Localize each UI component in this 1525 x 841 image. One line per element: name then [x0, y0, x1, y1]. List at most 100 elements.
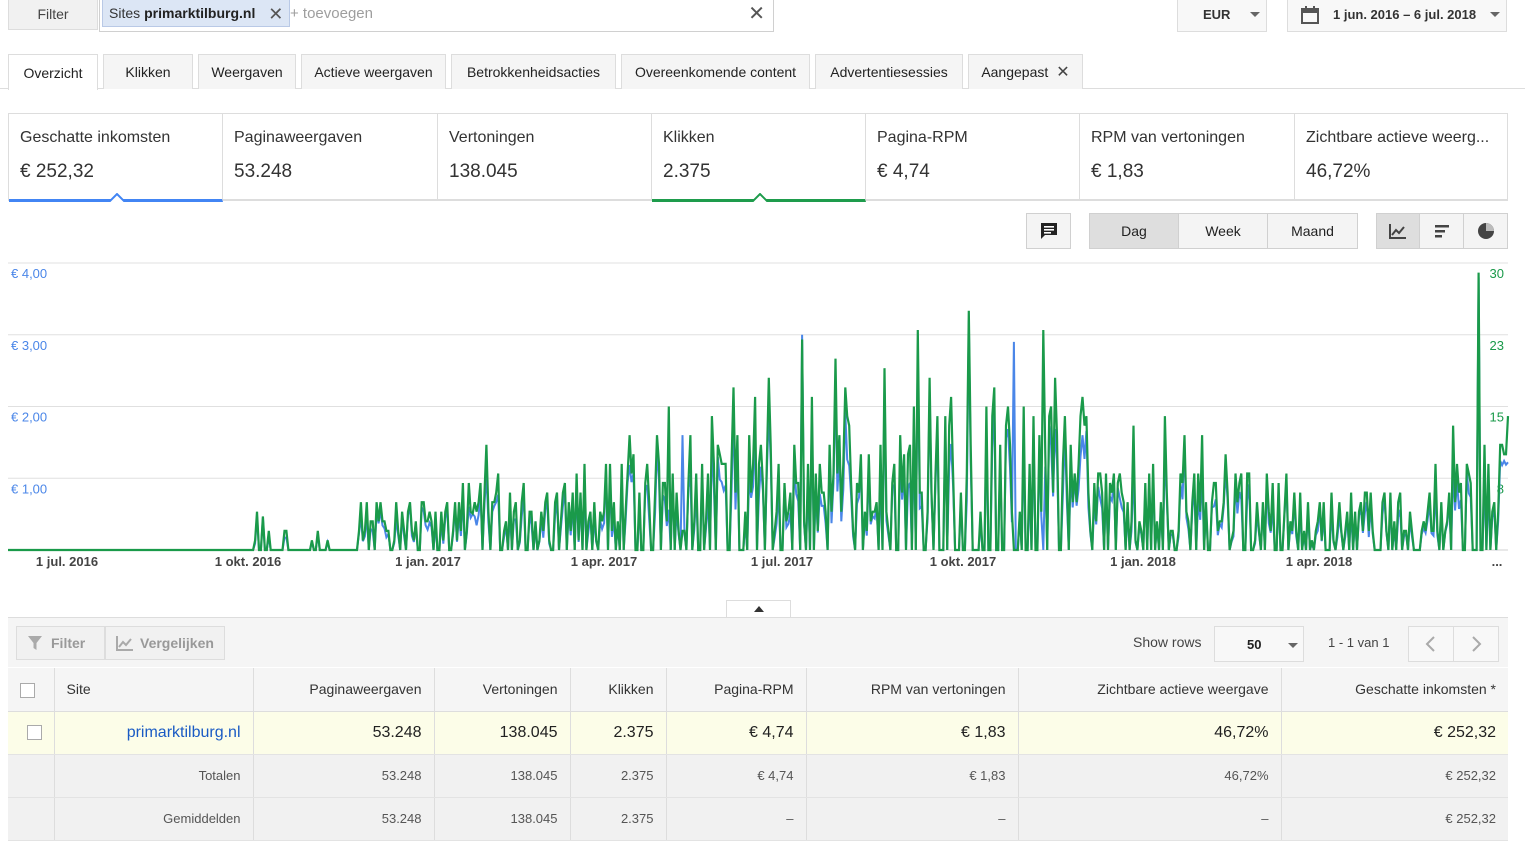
metric-label: RPM van vertoningen — [1091, 129, 1245, 146]
row-checkbox-cell[interactable] — [8, 711, 55, 755]
x-tick-label: 1 jul. 2017 — [751, 554, 813, 569]
tab-klikken[interactable]: Klikken — [103, 54, 193, 89]
column-header-vertoningen[interactable]: Vertoningen — [434, 668, 571, 712]
bar-chart-button[interactable] — [1419, 213, 1464, 249]
x-tick-label: 1 okt. 2017 — [930, 554, 997, 569]
x-tick-label: ... — [1492, 554, 1503, 569]
column-header-paginaweergaven[interactable]: Paginaweergaven — [253, 668, 435, 712]
x-tick-label: 1 apr. 2017 — [571, 554, 638, 569]
filter-button[interactable]: Filter — [8, 0, 98, 30]
metric-value: € 252,32 — [20, 161, 94, 182]
date-range-picker[interactable]: 1 jun. 2016 – 6 jul. 2018 — [1287, 0, 1507, 32]
pie-chart-button[interactable] — [1463, 213, 1508, 249]
select-all-checkbox-cell[interactable] — [8, 668, 55, 712]
previous-page-button[interactable] — [1408, 626, 1454, 662]
tab-advertentiesessies[interactable]: Advertentiesessies — [815, 54, 963, 89]
table-row: primarktilburg.nl 53.248 138.045 2.375 €… — [8, 711, 1508, 755]
column-header-site[interactable]: Site — [54, 668, 254, 712]
column-header-pagina-rpm[interactable]: Pagina-RPM — [666, 668, 807, 712]
column-header-geschatte-inkomsten[interactable]: Geschatte inkomsten * — [1281, 668, 1508, 712]
comment-icon — [1040, 223, 1057, 239]
metric-label: Pagina-RPM — [877, 129, 968, 146]
date-range-text: 1 jun. 2016 – 6 jul. 2018 — [1333, 7, 1477, 22]
y-left-tick-label: € 2,00 — [11, 410, 47, 425]
averages-row: Gemiddelden 53.248 138.045 2.375 – – – €… — [8, 797, 1508, 841]
total-zichtbare-actieve-weergave: 46,72% — [1018, 754, 1282, 798]
metric-value: 138.045 — [449, 161, 518, 182]
tab-weergaven[interactable]: Weergaven — [198, 54, 296, 89]
period-month-button[interactable]: Maand — [1267, 213, 1358, 249]
collapse-chart-handle[interactable] — [726, 600, 791, 617]
tab-overeenkomende-content[interactable]: Overeenkomende content — [621, 54, 810, 89]
chevron-down-icon — [1288, 643, 1298, 648]
column-header-rpm-vertoningen[interactable]: RPM van vertoningen — [806, 668, 1019, 712]
x-tick-label: 1 jul. 2016 — [36, 554, 98, 569]
line-chart-icon — [1389, 224, 1406, 239]
column-header-zichtbare-actieve-weergave[interactable]: Zichtbare actieve weergave — [1018, 668, 1282, 712]
x-tick-label: 1 okt. 2016 — [215, 554, 282, 569]
metric-label: Vertoningen — [449, 129, 535, 146]
annotations-button[interactable] — [1026, 213, 1071, 249]
column-header-klikken[interactable]: Klikken — [570, 668, 667, 712]
metric-label: Paginaweergaven — [234, 129, 363, 146]
performance-line-chart[interactable]: € 4,00 € 3,00 € 2,00 € 1,00 30 23 15 8 1 jul. … — [0, 255, 1525, 575]
metric-card-vertoningen[interactable]: Vertoningen 138.045 — [438, 114, 652, 200]
tab-actieve-weergaven[interactable]: Actieve weergaven — [301, 54, 446, 89]
avg-rpm-vertoningen: – — [806, 797, 1019, 841]
table-filter-button[interactable]: Filter — [16, 626, 105, 660]
metric-label: Zichtbare actieve weerg... — [1306, 129, 1490, 146]
line-chart-button[interactable] — [1376, 213, 1420, 249]
total-rpm-vertoningen: € 1,83 — [806, 754, 1019, 798]
currency-select[interactable]: EUR — [1177, 0, 1267, 32]
tab-aangepast[interactable]: Aangepast ✕ — [968, 54, 1083, 89]
chevron-left-icon — [1425, 636, 1435, 652]
y-left-tick-label: € 3,00 — [11, 338, 47, 353]
y-right-tick-label: 30 — [1490, 266, 1504, 281]
show-rows-label: Show rows — [1133, 634, 1202, 650]
metric-value: 2.375 — [663, 161, 711, 182]
metric-cards: Geschatte inkomsten € 252,32 Paginaweerg… — [8, 113, 1508, 202]
metric-card-geschatte-inkomsten[interactable]: Geschatte inkomsten € 252,32 — [9, 114, 223, 202]
cell-vertoningen: 138.045 — [434, 711, 571, 755]
site-link[interactable]: primarktilburg.nl — [126, 723, 241, 741]
y-right-tick-label: 15 — [1490, 410, 1504, 425]
metric-value: € 4,74 — [877, 161, 930, 182]
period-day-button[interactable]: Dag — [1089, 213, 1179, 249]
compare-button[interactable]: Vergelijken — [105, 626, 225, 660]
metric-card-zichtbare-actieve-weergave[interactable]: Zichtbare actieve weerg... 46,72% — [1295, 114, 1507, 200]
add-filter-input[interactable]: + toevoegen — [290, 5, 373, 22]
spacer-cell — [8, 754, 55, 798]
spacer-cell — [8, 797, 55, 841]
y-left-tick-label: € 1,00 — [11, 481, 47, 496]
row-checkbox[interactable] — [26, 724, 42, 740]
clicks-series-line — [8, 272, 1510, 552]
next-page-button[interactable] — [1453, 626, 1499, 662]
avg-pagina-rpm: – — [666, 797, 807, 841]
tab-overzicht[interactable]: Overzicht — [8, 54, 98, 90]
period-week-button[interactable]: Week — [1178, 213, 1268, 249]
metric-card-rpm-vertoningen[interactable]: RPM van vertoningen € 1,83 — [1080, 114, 1295, 200]
metric-value: 46,72% — [1306, 161, 1371, 182]
select-all-checkbox[interactable] — [20, 682, 35, 698]
avg-klikken: 2.375 — [570, 797, 667, 841]
tab-betrokkenheidsacties[interactable]: Betrokkenheidsacties — [451, 54, 616, 89]
avg-paginaweergaven: 53.248 — [253, 797, 435, 841]
metric-card-klikken[interactable]: Klikken 2.375 — [652, 114, 866, 202]
cell-klikken: 2.375 — [570, 711, 667, 755]
filter-box[interactable]: Sites primarktilburg.nl ✕ + toevoegen ✕ — [99, 0, 774, 32]
clear-filter-icon[interactable]: ✕ — [748, 3, 765, 25]
site-filter-chip[interactable]: Sites primarktilburg.nl ✕ — [102, 0, 291, 27]
table-toolbar: Filter Vergelijken Show rows 50 1 - 1 va… — [8, 617, 1508, 667]
close-icon[interactable]: ✕ — [268, 4, 284, 24]
sites-table: Site Paginaweergaven Vertoningen Klikken… — [8, 668, 1508, 841]
metric-card-paginaweergaven[interactable]: Paginaweergaven 53.248 — [223, 114, 438, 200]
y-right-tick-label: 8 — [1497, 481, 1504, 496]
pie-chart-icon — [1477, 223, 1494, 239]
close-icon[interactable]: ✕ — [1056, 64, 1070, 81]
metric-card-pagina-rpm[interactable]: Pagina-RPM € 4,74 — [866, 114, 1080, 200]
x-tick-label: 1 jan. 2018 — [1110, 554, 1176, 569]
chip-value: primarktilburg.nl — [144, 5, 256, 21]
rows-per-page-select[interactable]: 50 — [1214, 626, 1304, 662]
cell-paginaweergaven: 53.248 — [253, 711, 435, 755]
y-left-tick-label: € 4,00 — [11, 266, 47, 281]
